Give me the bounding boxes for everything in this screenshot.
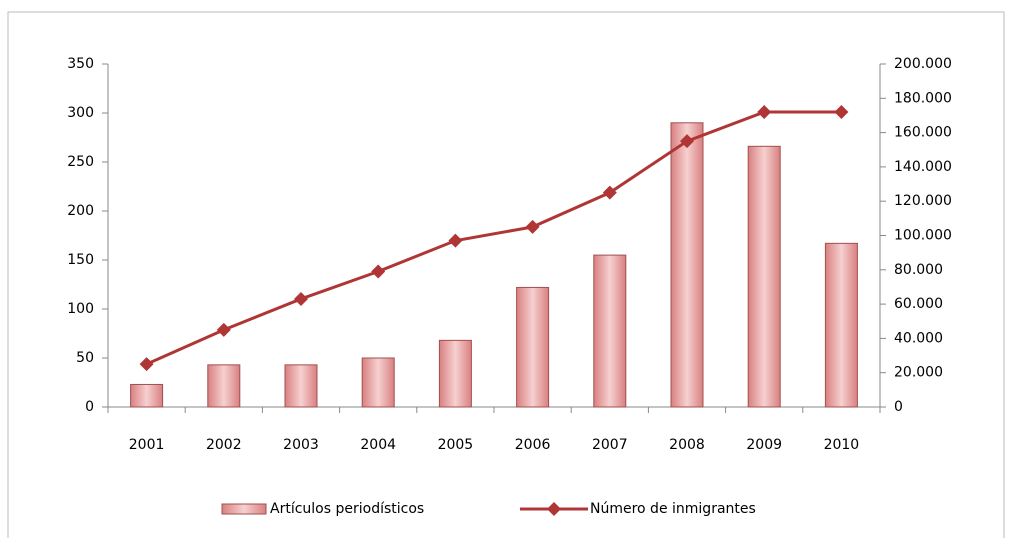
bar [747,145,781,408]
line [145,110,842,366]
legend-swatch [547,502,561,516]
y2-tick-label: 120.000 [894,193,952,209]
y2-tick-label: 20.000 [894,365,943,381]
bar [516,286,550,408]
y-tick-label: 100 [67,301,94,317]
bar [207,364,241,408]
line-marker [448,233,463,248]
bar [670,122,704,408]
line-marker [525,219,540,234]
x-tick-label: 2007 [592,437,628,453]
y-tick-label: 300 [67,105,94,121]
x-tick-label: 2008 [669,437,705,453]
y2-tick-label: 160.000 [894,125,952,141]
bar [284,364,318,408]
x-tick-label: 2002 [206,437,242,453]
y2-tick-label: 200.000 [894,56,952,72]
y2-tick-label: 140.000 [894,159,952,175]
y2-tick-label: 100.000 [894,228,952,244]
x-tick-label: 2010 [824,437,860,453]
y-tick-label: 350 [67,56,94,72]
x-tick-label: 2009 [746,437,782,453]
bar [361,357,395,408]
chart-frame [7,11,1005,538]
y2-tick-label: 60.000 [894,296,943,312]
y-tick-label: 50 [76,350,94,366]
x-tick-label: 2001 [129,437,165,453]
line-marker [216,322,231,337]
bar [824,242,858,408]
x-tick-label: 2006 [515,437,551,453]
y2-tick-label: 40.000 [894,330,943,346]
x-tick-label: 2005 [438,437,474,453]
legend-label: Artículos periodísticos [270,501,424,517]
x-tick-label: 2003 [283,437,319,453]
bar [130,383,164,408]
line-marker [139,357,154,372]
line-marker [371,264,386,279]
y-tick-label: 150 [67,252,94,268]
bar [593,254,627,408]
y-tick-label: 250 [67,154,94,170]
line-marker [757,105,772,120]
y-tick-label: 0 [85,399,94,415]
line-marker [834,105,849,120]
line-marker [294,291,308,306]
x-tick-label: 2004 [360,437,396,453]
line-marker [680,134,694,149]
y-tick-label: 200 [67,203,94,219]
line-marker [602,185,617,200]
y2-tick-label: 0 [894,399,903,415]
y2-tick-label: 80.000 [894,262,943,278]
bar [438,339,472,408]
y2-tick-label: 180.000 [894,90,952,106]
legend-label: Número de inmigrantes [590,501,756,517]
legend-swatch [221,503,267,515]
